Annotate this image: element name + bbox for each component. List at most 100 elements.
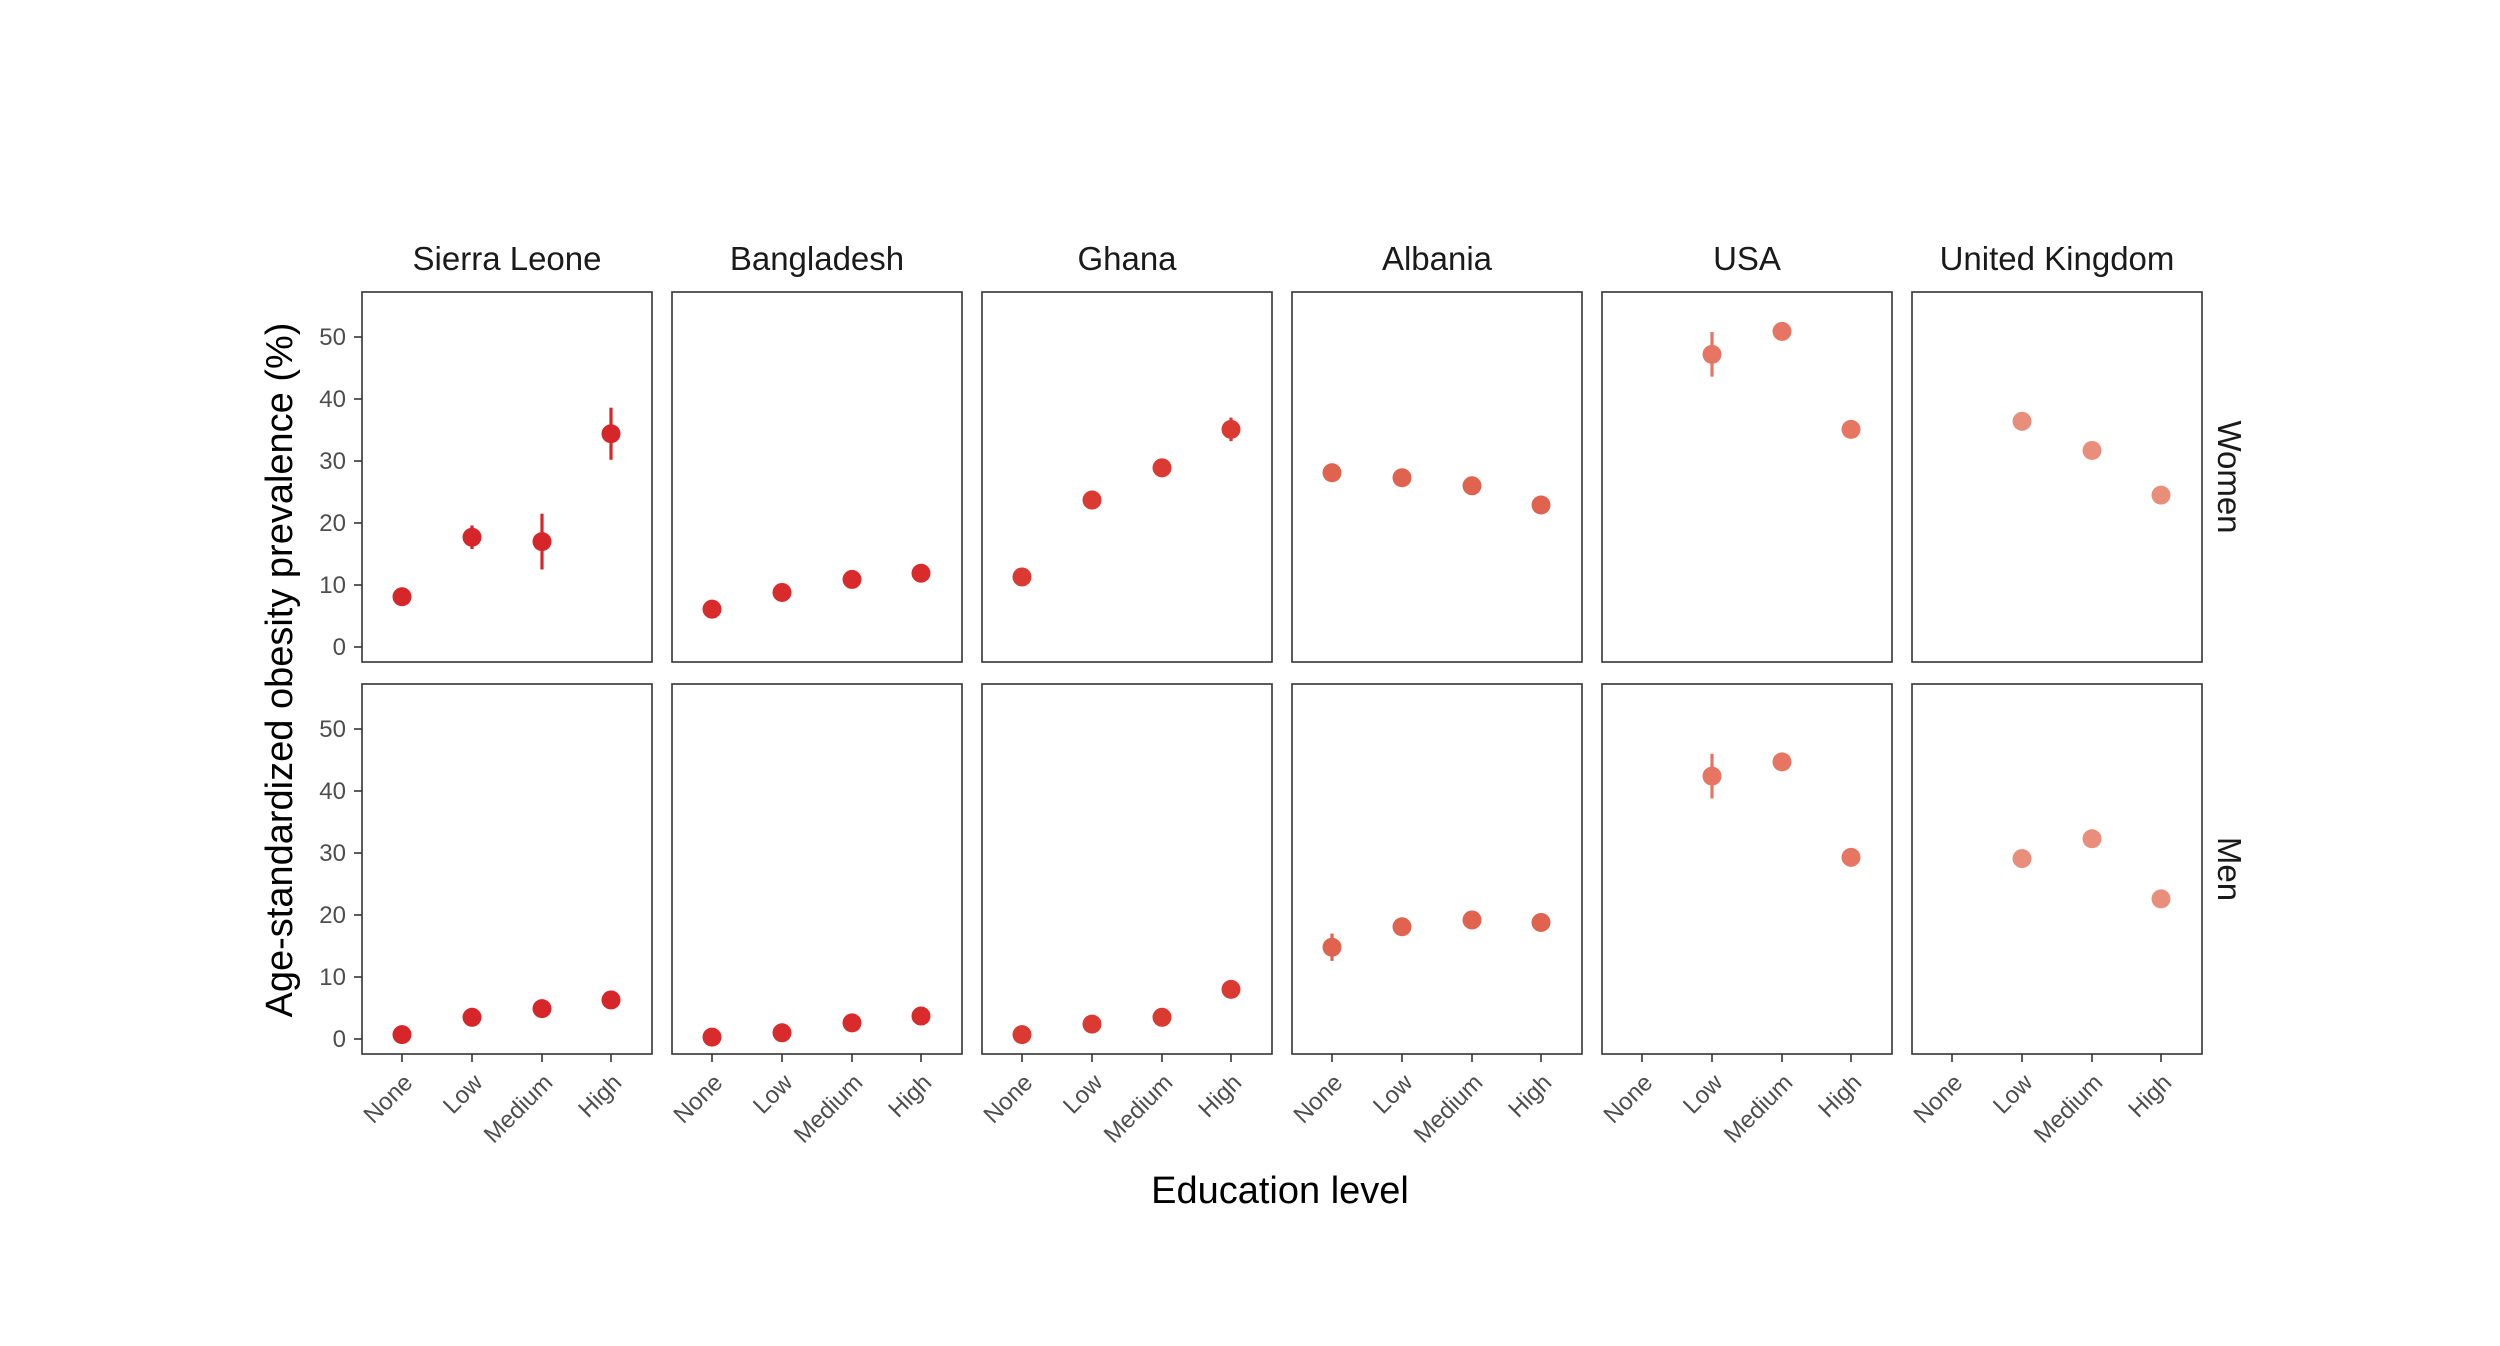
panel-usa-women (1601, 291, 1893, 663)
facet-label-sierra-leone: Sierra Leone (413, 240, 602, 277)
y-tick-label-men-10: 10 (319, 964, 346, 991)
point-bangladesh-women-low (772, 582, 792, 602)
x-tick-label-ghana-none: None (979, 1069, 1039, 1129)
panel-united-kingdom-men (1911, 683, 2203, 1055)
point-albania-men-high (1531, 912, 1551, 932)
point-bangladesh-men-none (702, 1027, 722, 1047)
x-tick-label-sierra-leone-medium: Medium (479, 1069, 558, 1148)
point-sierra-leone-women-none (392, 587, 412, 607)
x-tick-label-ghana-high: High (1193, 1069, 1247, 1123)
point-sierra-leone-men-high (601, 990, 621, 1010)
panel-sierra-leone-men (361, 683, 653, 1055)
y-tick-label-women-10: 10 (319, 572, 346, 599)
y-axis-title: Age-standardized obesity prevalence (%) (259, 323, 301, 1018)
y-tick-label-men-40: 40 (319, 778, 346, 805)
point-sierra-leone-women-high (601, 424, 621, 444)
x-tick-label-bangladesh-medium: Medium (789, 1069, 868, 1148)
panel-ghana-women (981, 291, 1273, 663)
point-bangladesh-women-high (911, 563, 931, 583)
panel-usa-men (1601, 683, 1893, 1055)
panel-bangladesh-men (671, 683, 963, 1055)
point-united-kingdom-men-high (2151, 889, 2171, 909)
point-usa-men-low (1702, 766, 1722, 786)
x-tick-label-albania-none: None (1289, 1069, 1349, 1129)
facet-label-albania: Albania (1382, 240, 1493, 277)
y-tick-label-women-30: 30 (319, 448, 346, 475)
point-albania-women-medium (1462, 476, 1482, 496)
y-tick-label-men-30: 30 (319, 840, 346, 867)
x-tick-label-ghana-low: Low (1058, 1069, 1109, 1120)
row-label-men: Men (2211, 837, 2248, 901)
point-usa-women-high (1841, 419, 1861, 439)
y-tick-label-men-50: 50 (319, 716, 346, 743)
facet-label-usa: USA (1713, 240, 1781, 277)
y-tick-label-women-50: 50 (319, 324, 346, 351)
point-usa-men-high (1841, 847, 1861, 867)
point-usa-women-medium (1772, 321, 1792, 341)
point-ghana-men-low (1082, 1014, 1102, 1034)
point-united-kingdom-men-medium (2082, 829, 2102, 849)
point-albania-men-medium (1462, 910, 1482, 930)
point-ghana-women-low (1082, 490, 1102, 510)
point-united-kingdom-women-medium (2082, 440, 2102, 460)
facet-label-bangladesh: Bangladesh (730, 240, 904, 277)
point-bangladesh-women-none (702, 599, 722, 619)
point-sierra-leone-women-medium (532, 532, 552, 552)
x-tick-label-united-kingdom-high: High (2123, 1069, 2177, 1123)
point-albania-women-high (1531, 495, 1551, 515)
point-bangladesh-women-medium (842, 569, 862, 589)
x-tick-label-united-kingdom-none: None (1909, 1069, 1969, 1129)
x-tick-label-albania-high: High (1503, 1069, 1557, 1123)
x-tick-label-usa-high: High (1813, 1069, 1867, 1123)
x-tick-label-sierra-leone-low: Low (438, 1069, 489, 1120)
point-ghana-women-medium (1152, 458, 1172, 478)
x-tick-label-sierra-leone-none: None (359, 1069, 419, 1129)
panel-bangladesh-women (671, 291, 963, 663)
x-tick-label-united-kingdom-medium: Medium (2029, 1069, 2108, 1148)
y-tick-label-women-40: 40 (319, 386, 346, 413)
panel-united-kingdom-women (1911, 291, 2203, 663)
point-usa-women-low (1702, 344, 1722, 364)
point-ghana-women-high (1221, 419, 1241, 439)
point-albania-women-low (1392, 468, 1412, 488)
x-axis-title: Education level (1151, 1170, 1409, 1212)
x-tick-label-ghana-medium: Medium (1099, 1069, 1178, 1148)
point-albania-men-low (1392, 917, 1412, 937)
point-albania-women-none (1322, 463, 1342, 483)
point-united-kingdom-men-low (2012, 849, 2032, 869)
y-tick-label-men-0: 0 (333, 1026, 346, 1053)
point-usa-men-medium (1772, 752, 1792, 772)
y-tick-label-women-20: 20 (319, 510, 346, 537)
y-tick-label-women-0: 0 (333, 634, 346, 661)
panel-albania-women (1291, 291, 1583, 663)
point-ghana-men-none (1012, 1025, 1032, 1045)
x-tick-label-bangladesh-low: Low (748, 1069, 799, 1120)
x-tick-label-albania-low: Low (1368, 1069, 1419, 1120)
facet-label-ghana: Ghana (1077, 240, 1177, 277)
point-bangladesh-men-low (772, 1023, 792, 1043)
point-sierra-leone-men-medium (532, 999, 552, 1019)
x-tick-label-united-kingdom-low: Low (1988, 1069, 2039, 1120)
facet-label-united-kingdom: United Kingdom (1940, 240, 2175, 277)
point-ghana-men-medium (1152, 1007, 1172, 1027)
point-bangladesh-men-medium (842, 1013, 862, 1033)
x-tick-label-usa-none: None (1599, 1069, 1659, 1129)
point-sierra-leone-women-low (462, 527, 482, 547)
point-sierra-leone-men-low (462, 1007, 482, 1027)
point-ghana-men-high (1221, 979, 1241, 999)
panel-sierra-leone-women (361, 291, 653, 663)
point-bangladesh-men-high (911, 1006, 931, 1026)
x-tick-label-bangladesh-high: High (883, 1069, 937, 1123)
point-united-kingdom-women-low (2012, 411, 2032, 431)
point-ghana-women-none (1012, 567, 1032, 587)
y-tick-label-men-20: 20 (319, 902, 346, 929)
point-albania-men-none (1322, 937, 1342, 957)
row-label-women: Women (2211, 420, 2248, 533)
panel-ghana-men (981, 683, 1273, 1055)
point-sierra-leone-men-none (392, 1025, 412, 1045)
x-tick-label-albania-medium: Medium (1409, 1069, 1488, 1148)
x-tick-label-usa-low: Low (1678, 1069, 1729, 1120)
panel-albania-men (1291, 683, 1583, 1055)
